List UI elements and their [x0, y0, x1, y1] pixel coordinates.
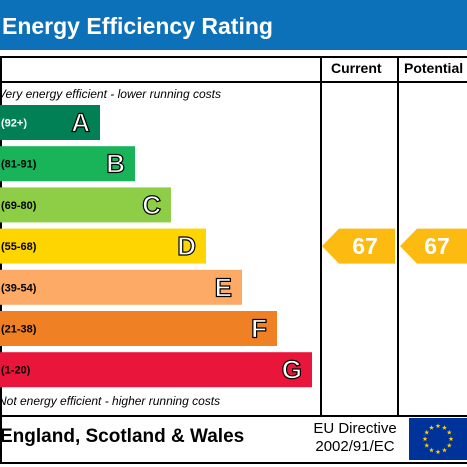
eu-star-icon — [446, 442, 452, 448]
current-column-divider — [320, 56, 322, 416]
potential-column-divider — [397, 56, 399, 416]
directive-line-2: 2002/91/EC — [315, 438, 395, 455]
current-rating-arrow: 67 — [322, 228, 395, 264]
current-rating-arrow-value: 67 — [352, 233, 378, 259]
band-e: (39-54) E — [0, 269, 242, 305]
eu-star-icon — [442, 447, 447, 453]
footer-divider — [0, 415, 467, 417]
band-e-bar — [0, 269, 242, 305]
eu-star-icon — [424, 429, 430, 435]
band-g-bar — [0, 352, 312, 388]
band-d-bar — [0, 228, 206, 264]
eu-star-icon — [422, 436, 428, 442]
band-a: (92+) A — [0, 105, 100, 140]
header-row-divider — [0, 81, 467, 83]
band-f-range: (21-38) — [1, 324, 37, 336]
current-rating-arrow-shape — [322, 228, 395, 264]
band-d-letter: D — [177, 231, 196, 261]
eu-star-icon — [448, 436, 454, 442]
band-g-range: (1-20) — [1, 365, 31, 377]
band-a-letter: A — [71, 108, 90, 138]
band-b-letter: B — [106, 149, 125, 179]
band-c-range: (69-80) — [1, 200, 37, 212]
eu-star-icon — [424, 442, 430, 448]
current-column-header: Current — [331, 60, 382, 76]
band-c-bar — [0, 187, 171, 223]
band-c-letter: C — [142, 190, 161, 220]
bottom-note: Not energy efficient - higher running co… — [0, 394, 221, 408]
eu-star-icon — [435, 449, 441, 455]
eu-star-icon — [429, 425, 434, 430]
band-a-range: (92+) — [1, 118, 27, 130]
band-g-letter: G — [282, 355, 302, 385]
header-bar: Energy Efficiency Rating — [0, 0, 467, 50]
band-g: (1-20) G — [0, 352, 312, 388]
band-e-range: (39-54) — [1, 282, 37, 294]
eu-star-icon — [442, 425, 447, 430]
eu-star-icon — [446, 429, 452, 435]
band-b: (81-91) B — [0, 146, 135, 182]
footer-country: England, Scotland & Wales — [0, 426, 245, 447]
eu-star-icon — [429, 447, 434, 453]
band-f: (21-38) F — [0, 311, 277, 346]
band-b-bar — [0, 146, 135, 182]
directive-line-1: EU Directive — [313, 420, 397, 437]
band-f-letter: F — [251, 314, 267, 344]
band-b-range: (81-91) — [1, 159, 37, 171]
band-f-bar — [0, 311, 277, 346]
potential-column-header: Potential — [404, 60, 464, 76]
band-d: (55-68) D — [0, 228, 206, 264]
eu-directive: EU Directive 2002/91/EC — [306, 420, 404, 456]
band-d-range: (55-68) — [1, 241, 37, 253]
potential-rating-arrow: 67 — [400, 228, 467, 264]
band-e-letter: E — [215, 272, 232, 302]
potential-rating-arrow-value: 67 — [424, 233, 450, 259]
potential-rating-arrow-shape — [400, 228, 467, 264]
eu-stars — [422, 423, 454, 455]
chart-title: Energy Efficiency Rating — [2, 13, 273, 39]
band-a-bar — [0, 105, 100, 140]
eu-flag-icon — [409, 418, 467, 460]
top-note: Very energy efficient - lower running co… — [0, 87, 221, 101]
band-c: (69-80) C — [0, 187, 171, 223]
eu-star-icon — [435, 423, 441, 429]
